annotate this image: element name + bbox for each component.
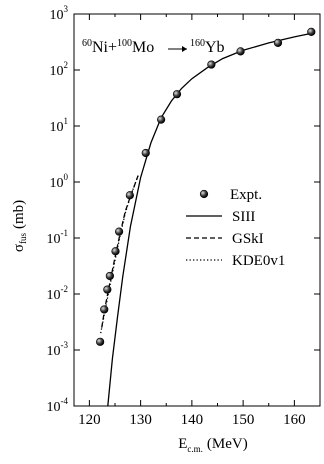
- expt-point: [207, 60, 216, 69]
- expt-point: [114, 227, 124, 236]
- expt-point: [141, 148, 150, 158]
- plot-frame: [73, 13, 321, 407]
- yb-symbol: Yb: [205, 39, 225, 56]
- x-axis-label-sub: c.m.: [187, 444, 203, 454]
- expt-point: [157, 115, 166, 124]
- legend-marker-expt: [199, 189, 209, 199]
- x-tick-label: 150: [232, 412, 255, 428]
- y-axis-label: σfus (mb): [11, 200, 28, 252]
- reaction-label: 60Ni+100Mo: [82, 38, 154, 56]
- x-tick-label: 130: [129, 412, 152, 428]
- expt-point: [100, 305, 109, 314]
- y-axis-label-unit: (mb): [11, 200, 27, 229]
- expt-point: [273, 38, 283, 47]
- legend-label: GSkI: [232, 231, 264, 247]
- ni-mass-number: 60: [82, 38, 92, 49]
- y-tick-label: 101: [50, 116, 69, 135]
- x-tick-label: 140: [181, 412, 204, 428]
- y-tick-label: 10-2: [47, 284, 69, 303]
- y-tick-label: 103: [50, 4, 69, 23]
- y-tick-labels: 10-4 10-3 10-2 10-1 100 101 102 103: [47, 4, 69, 415]
- mo-mass-number: 100: [117, 38, 132, 49]
- reaction-arrow-head: [182, 46, 187, 52]
- x-axis-label: Ec.m. (MeV): [178, 436, 248, 454]
- legend-label: Expt.: [230, 187, 262, 203]
- x-tick-labels: 120 130 140 150 160: [78, 412, 306, 428]
- y-tick-label: 10-1: [47, 228, 69, 247]
- y-tick-label: 102: [50, 60, 69, 79]
- expt-point: [307, 27, 316, 36]
- x-tick-label: 120: [78, 412, 101, 428]
- x-axis-label-unit: (MeV): [207, 436, 248, 452]
- y-tick-label: 100: [50, 172, 69, 191]
- y-axis-label-sub: fus: [18, 233, 28, 244]
- legend-label: SIII: [232, 209, 255, 225]
- expt-point: [96, 337, 105, 346]
- curve-siii: [107, 32, 312, 407]
- expt-point: [125, 191, 134, 200]
- ni-symbol: Ni: [92, 39, 109, 56]
- expt-point: [105, 271, 114, 281]
- expt-point: [103, 285, 112, 294]
- y-tick-label: 10-4: [47, 396, 69, 415]
- plus-sign: +: [108, 39, 117, 56]
- legend-label: KDE0v1: [232, 253, 285, 269]
- axis-ticks: [74, 13, 321, 407]
- y-axis-label-main: σ: [11, 244, 27, 252]
- mo-symbol: Mo: [132, 39, 154, 56]
- expt-point: [111, 247, 120, 256]
- y-tick-label: 10-3: [47, 340, 69, 359]
- legend: Expt. SIII GSkI KDE0v1: [186, 187, 285, 269]
- yb-mass-number: 160: [190, 38, 205, 49]
- x-axis-label-main: E: [178, 436, 187, 452]
- product-label: 160Yb: [190, 38, 225, 56]
- expt-point: [236, 47, 245, 56]
- expt-point: [172, 90, 182, 99]
- experimental-points: [96, 27, 316, 346]
- x-tick-label: 160: [283, 412, 306, 428]
